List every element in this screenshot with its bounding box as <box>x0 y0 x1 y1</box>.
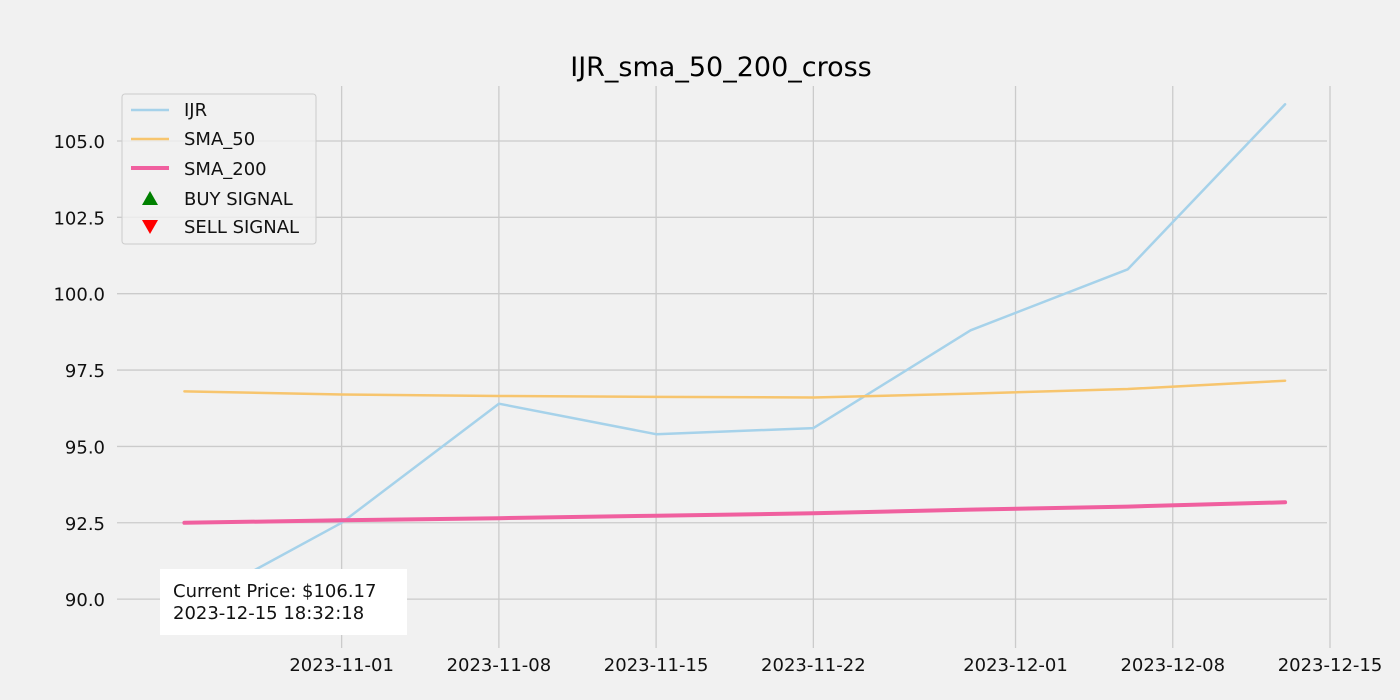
price-annotation: Current Price: $106.17 2023-12-15 18:32:… <box>160 569 407 635</box>
legend-label-sell-signal: SELL SIGNAL <box>184 217 299 238</box>
series-line-ijr <box>183 103 1287 610</box>
legend-label-sma-50: SMA_50 <box>184 129 255 150</box>
x-tick-label: 2023-11-08 <box>447 655 552 676</box>
legend-label-sma-200: SMA_200 <box>184 159 267 180</box>
axis-ticks: 90.0 92.5 95.0 97.5 100.0 102.5 105.0 2023-11-0… <box>53 132 1382 676</box>
series-line-sma-200 <box>182 500 1288 525</box>
legend-buy-triangle-icon <box>142 191 158 205</box>
grid <box>117 86 1331 648</box>
legend: IJR SMA_50 SMA_200 BUY SIGNAL SELL SIGNA… <box>121 93 317 245</box>
legend-box <box>121 93 317 245</box>
legend-label-buy-signal: BUY SIGNAL <box>184 189 293 210</box>
x-tick-label: 2023-12-15 <box>1278 655 1383 676</box>
x-tick-label: 2023-12-01 <box>963 655 1068 676</box>
y-tick-label: 90.0 <box>65 590 105 611</box>
y-tick-label: 95.0 <box>65 437 105 458</box>
y-tick-label: 100.0 <box>53 285 105 306</box>
x-tick-label: 2023-12-08 <box>1120 655 1225 676</box>
series-lines <box>182 103 1288 610</box>
annotation-timestamp: 2023-12-15 18:32:18 <box>173 603 364 624</box>
y-tick-label: 92.5 <box>65 514 105 535</box>
chart-title: IJR_sma_50_200_cross <box>570 52 872 83</box>
legend-label-ijr: IJR <box>184 100 207 121</box>
x-tick-label: 2023-11-15 <box>604 655 709 676</box>
annotation-current-price: Current Price: $106.17 <box>173 581 376 602</box>
y-tick-label: 105.0 <box>53 132 105 153</box>
y-tick-label: 102.5 <box>53 208 105 229</box>
annotation-box <box>160 569 407 635</box>
y-tick-label: 97.5 <box>65 361 105 382</box>
x-tick-label: 2023-11-01 <box>289 655 394 676</box>
x-tick-label: 2023-11-22 <box>761 655 866 676</box>
series-line-sma-50 <box>183 379 1287 399</box>
legend-sell-triangle-icon <box>142 220 158 234</box>
